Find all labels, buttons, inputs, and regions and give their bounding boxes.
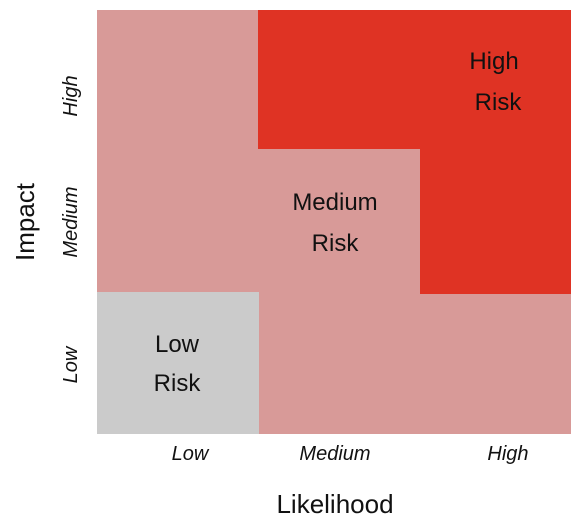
medium-risk-label-line1: Medium bbox=[292, 189, 377, 216]
high-risk-label-line2: Risk bbox=[475, 89, 523, 116]
medium-risk-label-line2: Risk bbox=[312, 230, 360, 257]
high-risk-label-line1: High bbox=[469, 48, 518, 75]
x-tick-low: Low bbox=[172, 443, 210, 465]
y-axis-title: Impact bbox=[10, 182, 40, 261]
low-risk-label-line1: Low bbox=[155, 331, 200, 358]
x-tick-high: High bbox=[487, 443, 528, 465]
y-tick-low: Low bbox=[60, 345, 82, 383]
y-tick-medium: Medium bbox=[60, 186, 82, 257]
high-risk-region bbox=[258, 10, 571, 294]
y-tick-high: High bbox=[60, 75, 82, 116]
x-axis-title: Likelihood bbox=[276, 489, 393, 519]
low-risk-region bbox=[97, 292, 259, 434]
low-risk-label-line2: Risk bbox=[154, 370, 202, 397]
x-tick-medium: Medium bbox=[299, 443, 370, 465]
